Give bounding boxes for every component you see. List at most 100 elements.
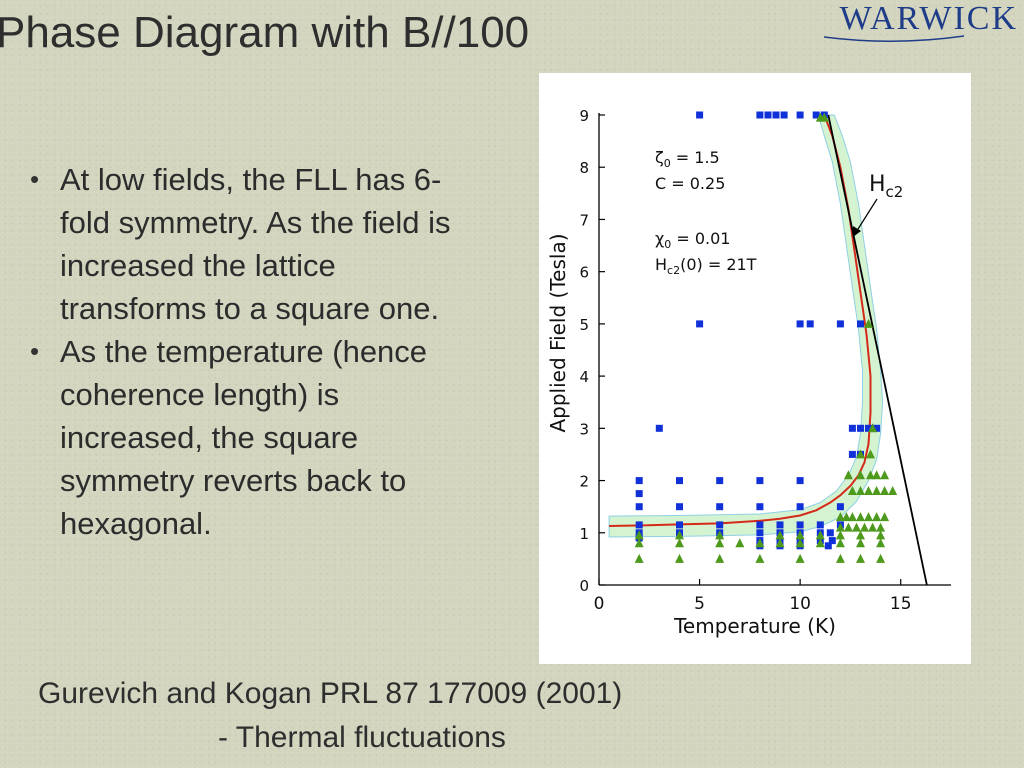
y-tick-label: 8 — [579, 159, 589, 177]
bullet-dot-icon: • — [30, 164, 40, 194]
data-points — [634, 111, 898, 563]
y-tick-label: 4 — [579, 368, 589, 386]
square-point — [796, 320, 804, 328]
triangle-point — [715, 538, 725, 548]
square-point — [796, 477, 804, 485]
triangle-point — [755, 538, 765, 548]
phase-diagram-svg: 0 1 2 3 4 5 6 7 8 9 0 5 10 15 ζ0 = 1.5 C = 0.25 χ0 = … — [546, 107, 951, 638]
triangle-point — [866, 449, 875, 459]
bullet-item: • At low fields, the FLL has 6-fold symm… — [30, 158, 490, 330]
triangle-point — [675, 530, 684, 540]
y-axis-label: Applied Field (Tesla) — [546, 233, 570, 432]
square-point — [635, 490, 643, 498]
triangle-point — [856, 449, 865, 459]
triangle-point — [841, 512, 851, 522]
square-point — [826, 529, 834, 537]
square-point — [865, 424, 872, 432]
triangle-point — [847, 512, 857, 522]
y-tick-label: 5 — [579, 316, 589, 334]
x-tick-label: 15 — [890, 594, 912, 614]
triangle-point — [835, 553, 845, 563]
triangle-point — [856, 530, 865, 540]
x-tick-label: 0 — [594, 594, 605, 614]
axes: 0 1 2 3 4 5 6 7 8 9 0 5 10 15 — [579, 107, 951, 614]
citation: Gurevich and Kogan PRL 87 177009 (2001) … — [38, 672, 758, 760]
square-point — [756, 529, 764, 537]
triangle-point — [856, 553, 865, 563]
warwick-logo: WARWICK — [839, 0, 1018, 37]
triangle-point — [880, 512, 890, 522]
triangle-point — [634, 530, 644, 540]
square-point — [848, 424, 856, 432]
y-tick-label: 3 — [579, 420, 589, 438]
triangle-point — [835, 522, 845, 532]
square-point — [655, 424, 663, 432]
triangle-point — [860, 522, 869, 532]
square-point — [716, 477, 724, 485]
square-point — [806, 320, 814, 328]
square-point — [796, 521, 804, 529]
triangle-point — [864, 512, 873, 522]
y-tick-label: 2 — [579, 473, 589, 491]
square-point — [696, 111, 704, 119]
triangle-point — [675, 538, 684, 548]
hc2-line-group — [827, 114, 928, 586]
square-point — [796, 503, 804, 511]
square-point — [756, 477, 764, 485]
square-point — [676, 503, 683, 511]
square-point — [635, 503, 643, 511]
triangle-point — [819, 112, 829, 122]
y-tick-label: 0 — [579, 577, 589, 595]
bullet-text: At low fields, the FLL has 6-fold symmet… — [60, 162, 451, 326]
square-point — [816, 521, 824, 529]
square-point — [756, 111, 764, 119]
square-point — [716, 521, 724, 529]
citation-line-1: Gurevich and Kogan PRL 87 177009 (2001) — [38, 677, 623, 710]
y-tick-label: 9 — [579, 107, 589, 125]
triangle-point — [880, 486, 890, 495]
square-point — [716, 503, 724, 511]
square-point — [857, 320, 864, 328]
square-point — [824, 542, 832, 550]
triangle-point — [856, 512, 865, 522]
triangle-point — [843, 522, 853, 532]
triangle-point — [864, 486, 873, 495]
hc2-arrow-head-icon — [853, 226, 861, 237]
triangle-point — [872, 512, 882, 522]
annotations: ζ0 = 1.5 C = 0.25 χ0 = 0.01 Hc2(0) = 21T… — [655, 148, 903, 277]
square-point — [836, 320, 844, 328]
triangle-point — [880, 470, 890, 480]
x-tick-label: 5 — [694, 594, 705, 614]
square-point — [780, 111, 788, 119]
triangle-point — [852, 522, 861, 532]
param-c: C = 0.25 — [655, 174, 725, 193]
triangle-point — [795, 553, 805, 563]
triangle-point — [835, 530, 845, 540]
triangle-point — [888, 486, 898, 495]
triangle-point — [755, 553, 765, 563]
triangle-point — [795, 530, 805, 540]
square-point — [696, 320, 704, 328]
triangle-point — [634, 553, 644, 563]
triangle-point — [835, 512, 845, 522]
bullet-text: As the temperature (hence coherence leng… — [60, 334, 428, 541]
triangle-point — [876, 553, 886, 563]
triangle-point — [868, 522, 878, 532]
square-point — [873, 424, 881, 432]
triangle-point — [876, 530, 886, 540]
triangle-point — [876, 522, 886, 532]
triangle-point — [775, 538, 785, 548]
square-point — [812, 111, 820, 119]
triangle-point — [847, 486, 857, 495]
triangle-point — [795, 538, 805, 548]
param-zeta0: ζ0 = 1.5 — [655, 148, 720, 170]
fit-curve — [609, 114, 872, 527]
square-point — [756, 503, 764, 511]
square-point — [764, 111, 772, 119]
triangle-point — [876, 538, 886, 548]
hc2-line — [827, 114, 928, 586]
triangle-point — [715, 553, 725, 563]
triangle-point — [856, 486, 865, 495]
y-tick-label: 6 — [579, 264, 589, 282]
square-point — [848, 450, 856, 458]
